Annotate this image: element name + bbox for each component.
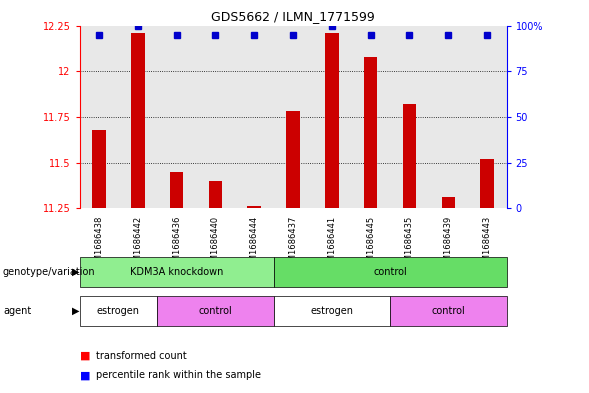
Text: ▶: ▶ bbox=[72, 267, 80, 277]
Bar bbox=[351, 26, 390, 208]
Bar bbox=[274, 26, 312, 208]
Bar bbox=[170, 172, 183, 208]
Bar bbox=[286, 112, 300, 208]
Text: ▶: ▶ bbox=[72, 306, 80, 316]
Text: agent: agent bbox=[3, 306, 31, 316]
Bar bbox=[247, 206, 261, 208]
Text: ■: ■ bbox=[80, 370, 90, 380]
Bar bbox=[442, 197, 455, 208]
Bar bbox=[364, 57, 378, 208]
Bar bbox=[92, 130, 105, 208]
Bar bbox=[403, 104, 416, 208]
Bar bbox=[80, 296, 157, 327]
Bar bbox=[131, 33, 144, 208]
Bar bbox=[325, 33, 339, 208]
Text: genotype/variation: genotype/variation bbox=[3, 267, 95, 277]
Bar bbox=[468, 26, 507, 208]
Text: percentile rank within the sample: percentile rank within the sample bbox=[96, 370, 261, 380]
Text: control: control bbox=[198, 307, 232, 316]
Bar bbox=[80, 26, 118, 208]
Bar bbox=[390, 296, 507, 327]
Text: KDM3A knockdown: KDM3A knockdown bbox=[130, 267, 223, 277]
Text: ■: ■ bbox=[80, 351, 90, 361]
Bar bbox=[157, 26, 196, 208]
Bar bbox=[274, 296, 390, 327]
Bar bbox=[481, 159, 494, 208]
Bar bbox=[80, 257, 274, 287]
Bar bbox=[209, 181, 222, 208]
Text: control: control bbox=[431, 307, 465, 316]
Bar bbox=[274, 257, 507, 287]
Bar bbox=[312, 26, 351, 208]
Bar bbox=[196, 26, 235, 208]
Text: control: control bbox=[373, 267, 407, 277]
Bar bbox=[157, 296, 274, 327]
Text: estrogen: estrogen bbox=[310, 307, 353, 316]
Text: transformed count: transformed count bbox=[96, 351, 187, 361]
Text: estrogen: estrogen bbox=[97, 307, 140, 316]
Bar bbox=[429, 26, 468, 208]
Bar bbox=[390, 26, 429, 208]
Bar bbox=[235, 26, 274, 208]
Title: GDS5662 / ILMN_1771599: GDS5662 / ILMN_1771599 bbox=[211, 10, 375, 23]
Bar bbox=[118, 26, 157, 208]
